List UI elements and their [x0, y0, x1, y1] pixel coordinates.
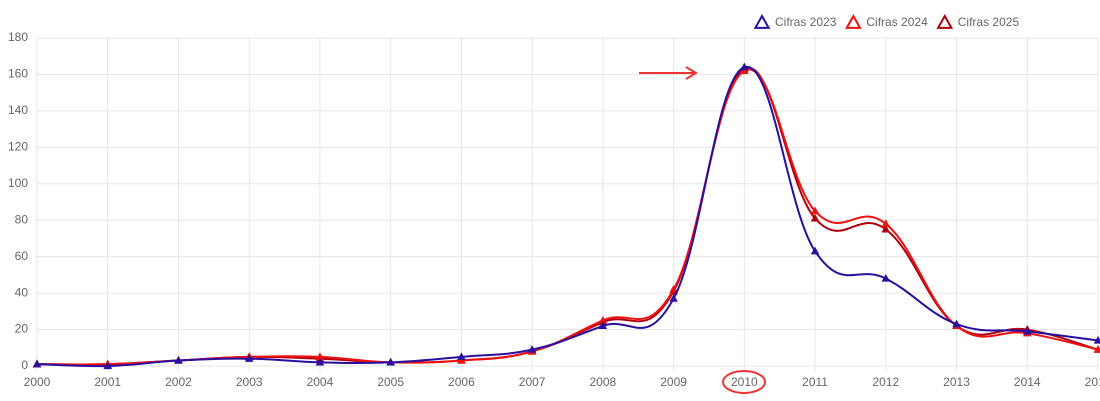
legend-swatch	[936, 13, 954, 29]
y-tick-label: 160	[8, 67, 28, 81]
y-tick-label: 120	[8, 140, 28, 154]
point-marker	[527, 345, 537, 353]
point-marker	[810, 246, 820, 255]
point-marker	[1093, 335, 1100, 344]
point-marker	[598, 315, 608, 324]
point-marker	[881, 274, 891, 282]
point-marker	[103, 361, 113, 370]
point-marker	[881, 219, 891, 228]
x-tick-label: 2000	[24, 375, 51, 389]
series-line	[36, 66, 1099, 368]
point-marker	[1093, 345, 1100, 353]
x-tick-label: 2006	[448, 375, 475, 389]
point-marker	[810, 213, 820, 222]
legend-item[interactable]: Cifras 2024	[845, 13, 928, 29]
point-marker	[1022, 326, 1032, 335]
legend-label: Cifras 2023	[775, 15, 837, 29]
point-marker	[881, 224, 891, 233]
point-marker	[669, 294, 678, 302]
x-tick-label: 2003	[236, 375, 263, 389]
x-tick-label: 2005	[377, 375, 404, 389]
x-tick-label: 2001	[94, 375, 121, 389]
y-tick-label: 140	[8, 103, 28, 117]
x-tick-label: 2004	[307, 375, 334, 389]
x-tick-label: 2007	[519, 375, 546, 389]
point-marker	[315, 352, 325, 361]
x-tick-label: 2012	[872, 375, 899, 389]
x-tick-label: 2015	[1085, 375, 1100, 389]
x-tick-label: 2008	[590, 375, 617, 389]
point-marker	[244, 354, 254, 362]
point-marker	[740, 62, 749, 71]
legend-label: Cifras 2024	[866, 15, 928, 29]
legend-item[interactable]: Cifras 2025	[936, 13, 1020, 29]
x-tick-label: 2010	[731, 375, 758, 389]
y-tick-label: 20	[15, 322, 29, 336]
x-tick-label: 2009	[660, 375, 687, 389]
legend-swatch	[845, 13, 862, 29]
legend-item[interactable]: Cifras 2023	[753, 13, 837, 29]
series-line	[36, 68, 1099, 366]
point-marker	[315, 357, 325, 366]
point-marker	[952, 319, 961, 328]
point-marker	[669, 284, 678, 293]
x-tick-label: 2002	[165, 375, 192, 389]
point-marker	[386, 357, 395, 366]
x-tick-label: 2013	[943, 375, 970, 389]
point-marker	[32, 359, 42, 368]
x-tick-label: 2014	[1014, 375, 1041, 389]
y-tick-label: 180	[8, 30, 28, 44]
y-tick-label: 60	[15, 249, 29, 263]
point-marker	[174, 356, 183, 364]
legend-label: Cifras 2025	[958, 15, 1020, 29]
y-tick-label: 100	[8, 176, 28, 190]
point-marker	[598, 321, 608, 330]
y-tick-label: 80	[15, 212, 29, 226]
legend: Cifras 2023 Cifras 2024 Cifras 2025	[753, 13, 1020, 29]
plot	[32, 62, 1100, 370]
legend-swatch	[753, 13, 771, 29]
series-line	[36, 66, 1099, 366]
point-marker	[457, 352, 466, 361]
point-marker	[810, 206, 820, 215]
annotation-arrow	[639, 66, 698, 80]
y-tick-label: 40	[15, 285, 29, 299]
x-tick-label: 2011	[802, 375, 828, 389]
grid: 0 20 40 60 80 100 120 140 160 180 2000 2001 2002 2003…	[8, 30, 1100, 389]
annotation-circle	[722, 370, 766, 394]
y-tick-label: 0	[21, 358, 28, 372]
